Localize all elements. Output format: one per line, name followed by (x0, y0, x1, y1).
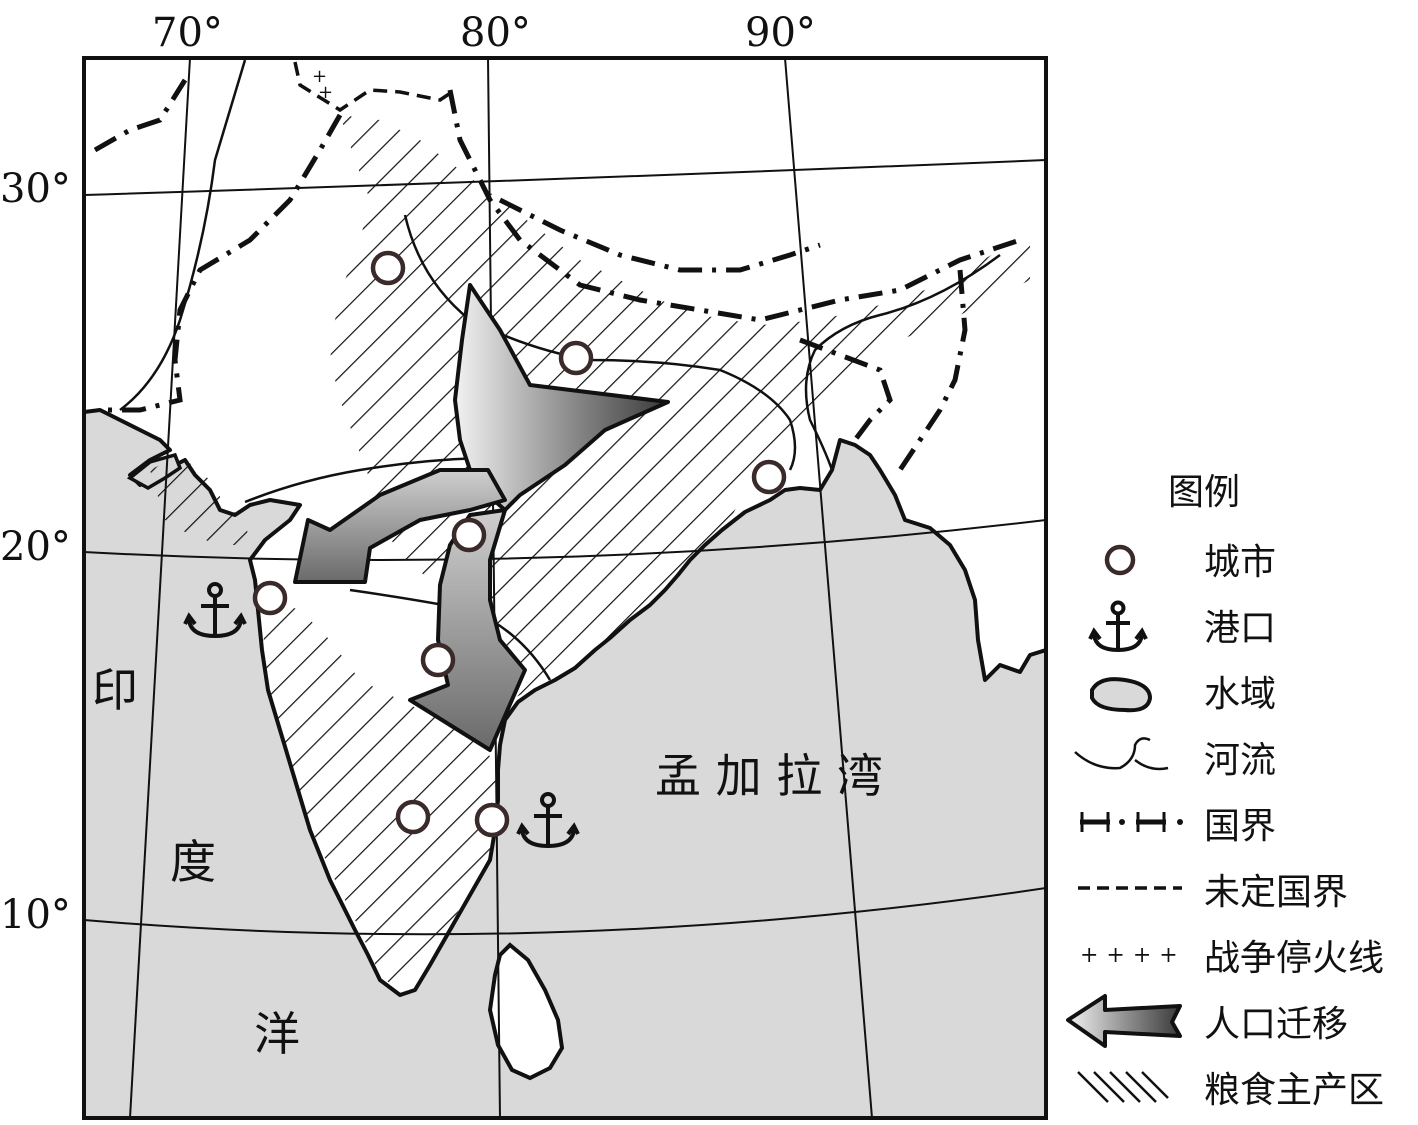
lon-label-90: 90° (745, 10, 816, 56)
meridian-90 (784, 58, 873, 1118)
border-west (100, 113, 343, 413)
city-marker (420, 642, 456, 678)
legend-label-undefined-border: 未定国界 (1204, 872, 1348, 913)
city-marker (474, 802, 510, 838)
city-marker (252, 580, 288, 616)
ceasefire-line-icon: ++++ (1080, 943, 1186, 968)
ocean-label-char-3: 洋 (254, 1007, 300, 1061)
border-north (447, 89, 1021, 323)
migration-arrow-south (408, 508, 527, 752)
ceasefire-line-mark: + (318, 82, 333, 103)
undefined-border (293, 61, 456, 113)
grain-area-south (262, 600, 498, 992)
parallel-30 (84, 159, 1046, 196)
river-ganges (403, 214, 797, 471)
parallel-10 (84, 887, 1046, 936)
grain-area-gujarat (150, 455, 250, 545)
lon-label-80: 80° (460, 10, 531, 56)
city-marker (395, 799, 431, 835)
legend: 图例 城市 港口 水域 河流 国界 (1066, 472, 1384, 1111)
legend-label-river: 河流 (1204, 740, 1276, 781)
migration-arrow-icon (1066, 994, 1182, 1048)
legend-label-port: 港口 (1204, 608, 1276, 649)
migration-arrow-west (293, 468, 507, 584)
city-marker (751, 459, 787, 495)
river-narmada (244, 456, 481, 504)
lat-label-10: 10° (0, 892, 71, 938)
city-marker (558, 340, 594, 376)
water-body-icon (1090, 677, 1153, 713)
cities (252, 250, 787, 838)
river-icon (1074, 737, 1169, 771)
anchor-icon (1088, 600, 1148, 653)
ocean-label-char-2: 度 (170, 835, 216, 889)
anchor-icon (516, 792, 580, 849)
parallel-20 (84, 519, 1046, 562)
legend-label-water: 水域 (1204, 674, 1276, 715)
border-east (799, 269, 968, 472)
sri-lanka (487, 942, 565, 1081)
meridian-70 (129, 58, 191, 1118)
lon-label-70: 70° (152, 10, 223, 56)
grain-area-hatch-icon (1077, 1071, 1169, 1103)
lat-label-20: 20° (0, 524, 71, 570)
grain-area-north (330, 115, 1030, 700)
river-brahmaputra (804, 253, 1001, 471)
city-marker (370, 250, 406, 286)
border-nepal (498, 197, 821, 273)
legend-label-ceasefire: 战争停火线 (1204, 938, 1384, 979)
ceasefire-line-mark: + (312, 66, 327, 87)
legend-label-grain: 粮食主产区 (1204, 1070, 1384, 1111)
anchor-icon (183, 582, 247, 639)
national-border-icon (1080, 812, 1183, 832)
meridian-80 (487, 58, 501, 1118)
legend-label-border: 国界 (1204, 806, 1276, 847)
map-area: + + (84, 58, 1046, 1118)
border-northwest (93, 78, 188, 153)
lat-label-30: 30° (0, 166, 71, 212)
ocean-label-char-1: 印 (92, 663, 138, 717)
map-frame (82, 56, 1048, 1120)
city-circle-icon (1104, 544, 1136, 576)
migration-arrow-east (453, 283, 670, 512)
legend-title: 图例 (1168, 472, 1240, 513)
bay-of-bengal-label: 孟 加 拉 湾 (655, 749, 883, 803)
river-indus (119, 59, 247, 411)
city-marker (451, 517, 487, 553)
legend-label-city: 城市 (1204, 542, 1276, 583)
legend-label-migration: 人口迁移 (1204, 1004, 1348, 1045)
